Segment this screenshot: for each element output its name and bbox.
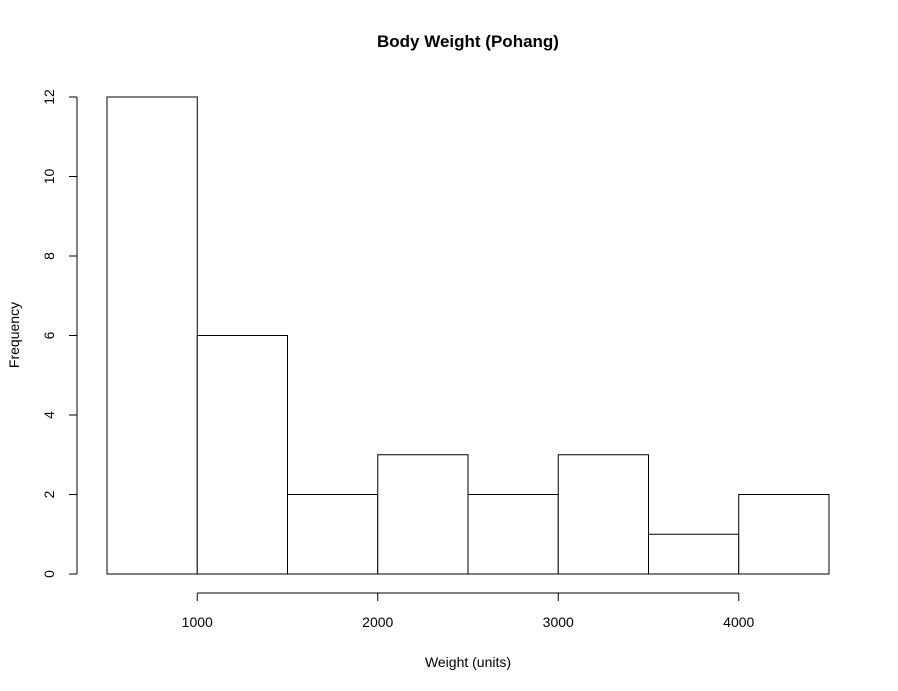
- histogram-bar: [106, 96, 198, 575]
- histogram-bar: [196, 335, 288, 575]
- histogram-bar: [648, 533, 740, 575]
- y-tick-label: 8: [41, 252, 57, 260]
- y-tick-label: 4: [41, 411, 57, 419]
- x-tick-label: 3000: [543, 614, 574, 630]
- histogram-bar: [557, 454, 649, 575]
- chart-title: Body Weight (Pohang): [377, 32, 559, 51]
- x-axis: 1000 2000 3000 4000: [182, 592, 755, 630]
- y-tick-label: 10: [41, 169, 57, 185]
- y-tick-label: 0: [41, 570, 57, 578]
- histogram-bar: [738, 494, 830, 575]
- x-tick-label: 2000: [362, 614, 393, 630]
- y-tick-label: 6: [41, 331, 57, 339]
- x-tick-label: 1000: [182, 614, 213, 630]
- y-axis: 0 2 4 6 8 10 12: [41, 89, 78, 578]
- y-tick-label: 2: [41, 490, 57, 498]
- y-tick-label: 12: [41, 89, 57, 105]
- x-tick-label: 4000: [723, 614, 754, 630]
- histogram-bar: [377, 454, 469, 575]
- x-axis-label: Weight (units): [425, 654, 511, 670]
- bars-group: [106, 96, 830, 575]
- y-axis-label: Frequency: [6, 302, 22, 368]
- histogram-bar: [467, 494, 559, 575]
- histogram-bar: [287, 494, 379, 575]
